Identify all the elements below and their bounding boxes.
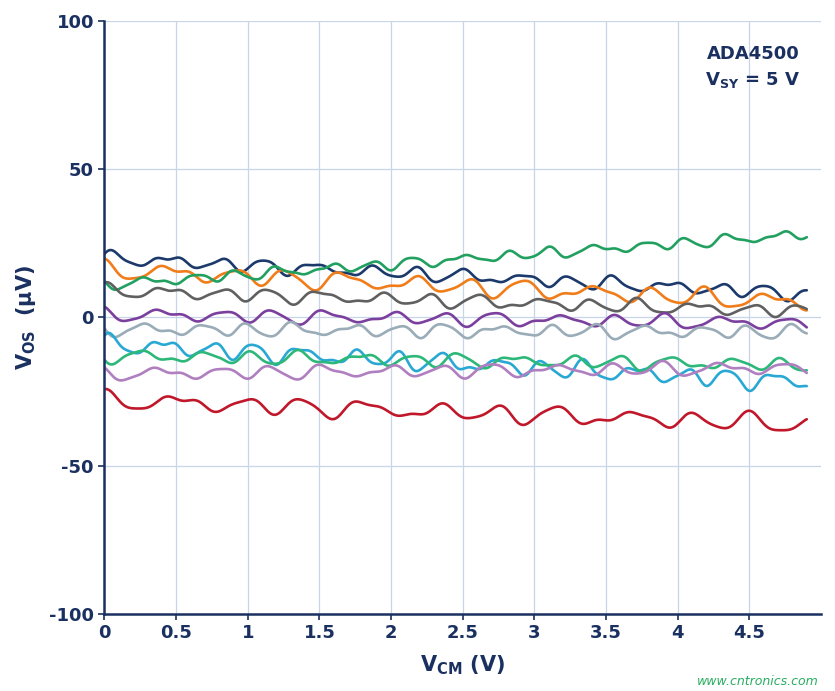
- Text: www.cntronics.com: www.cntronics.com: [696, 674, 818, 688]
- Text: ADA4500
$\mathbf{V_{SY}}$ = 5 V: ADA4500 $\mathbf{V_{SY}}$ = 5 V: [705, 45, 800, 90]
- Y-axis label: $\mathbf{V_{OS}}$  $\mathbf{(\mu V)}$: $\mathbf{V_{OS}}$ $\mathbf{(\mu V)}$: [14, 265, 38, 370]
- X-axis label: $\mathbf{V_{CM}}$ $\mathbf{(V)}$: $\mathbf{V_{CM}}$ $\mathbf{(V)}$: [420, 654, 505, 677]
